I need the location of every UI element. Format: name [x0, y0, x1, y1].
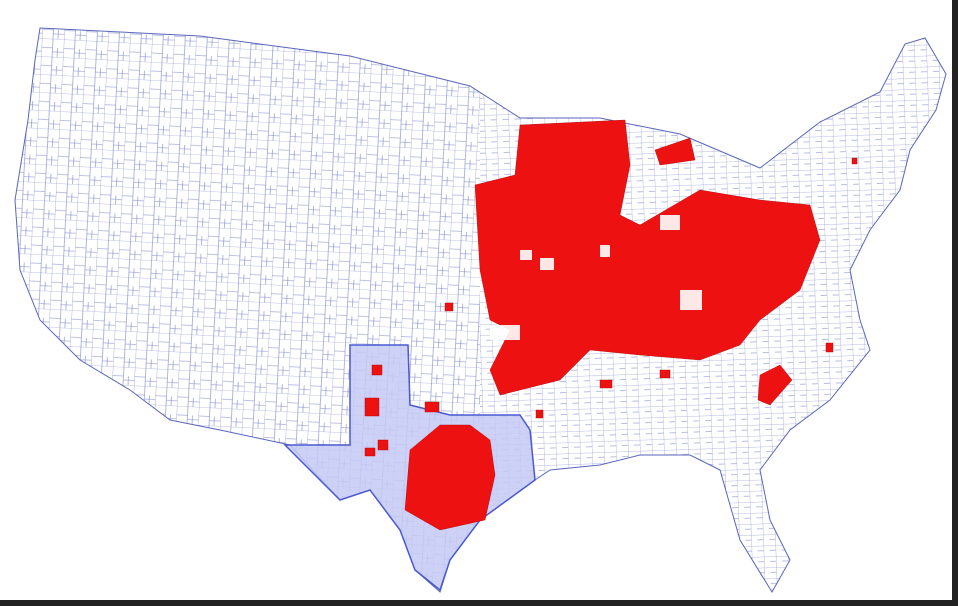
highlighted-counties: [364, 119, 858, 531]
county: [377, 439, 389, 451]
county: [535, 409, 544, 419]
county: [364, 447, 376, 457]
michigan-region: [654, 137, 696, 166]
gap: [520, 250, 532, 260]
carolina-region: [757, 364, 793, 406]
gap: [490, 325, 520, 340]
county: [364, 397, 380, 417]
gap: [600, 245, 610, 257]
county: [444, 302, 454, 312]
county: [851, 157, 858, 165]
frame-edge: [952, 0, 958, 606]
midwest-region: [474, 119, 821, 396]
gap: [540, 258, 554, 270]
county: [424, 401, 440, 413]
frame-edge: [0, 600, 958, 606]
us-border: [14, 27, 947, 593]
gap: [680, 290, 702, 310]
gaps: [490, 215, 702, 340]
county: [659, 369, 671, 379]
county: [825, 342, 834, 353]
texas-region: [404, 424, 496, 531]
county: [371, 364, 383, 376]
gap: [660, 215, 680, 230]
county: [599, 379, 613, 389]
